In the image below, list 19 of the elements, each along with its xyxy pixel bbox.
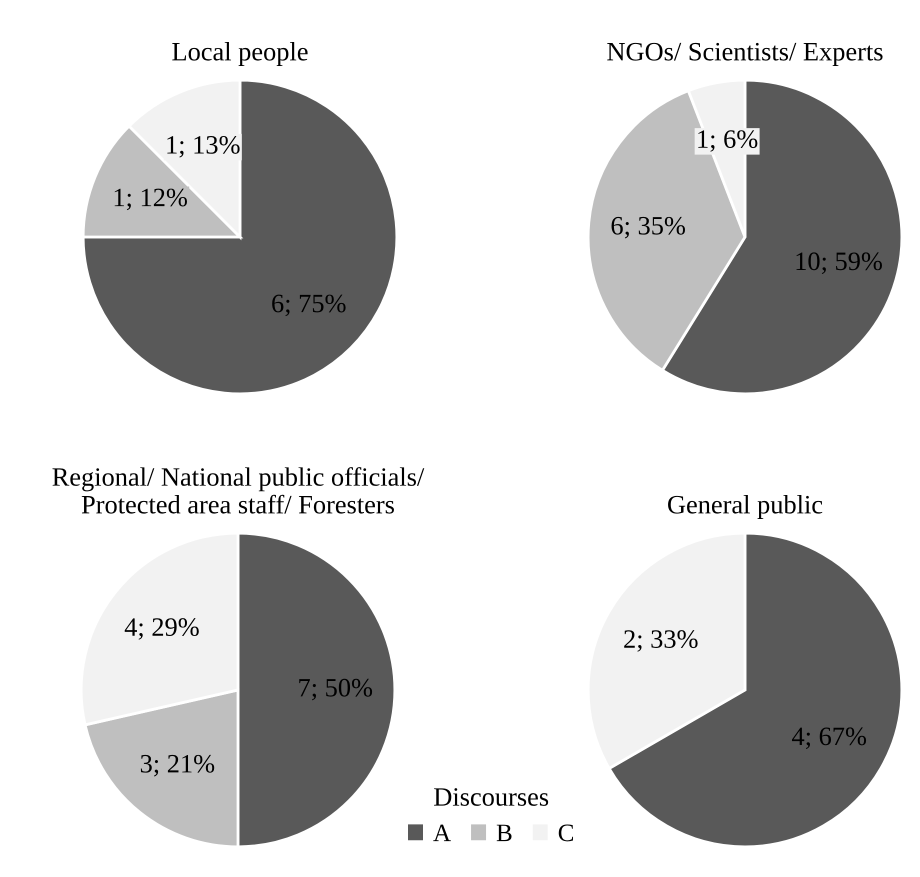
data-label: 4; 67%	[792, 727, 866, 750]
legend-label: B	[496, 824, 512, 842]
data-label: 1; 6%	[698, 130, 758, 152]
chart-title: General public	[668, 495, 822, 519]
data-label: 6; 35%	[612, 216, 686, 238]
data-label: 1; 12%	[114, 188, 187, 210]
data-label: 1; 13%	[167, 136, 240, 158]
data-label: 7; 50%	[299, 678, 372, 700]
data-label: 2; 33%	[624, 630, 698, 652]
legend-label: C	[558, 824, 574, 842]
data-label: 4; 29%	[124, 618, 199, 640]
chart-title: Regional/ National public officials/ Protected area staff/ Foresters	[52, 467, 424, 514]
data-label: 10; 59%	[796, 252, 882, 274]
legend-label: A	[433, 824, 451, 842]
data-label: 6; 75%	[272, 294, 346, 316]
chart-title: NGOs/ Scientists/ Experts	[607, 42, 883, 66]
legend-title: Discourses	[434, 788, 548, 806]
chart-title: Local people	[172, 42, 308, 66]
data-label: 3; 21%	[140, 754, 214, 776]
